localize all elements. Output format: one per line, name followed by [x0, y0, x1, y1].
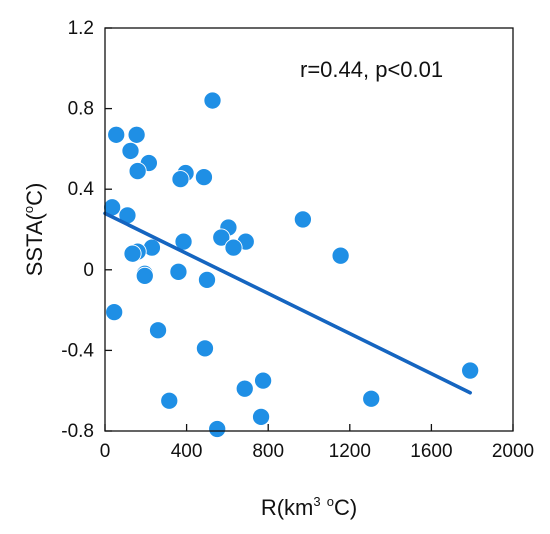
y-tick-label: -0.4 — [61, 340, 94, 361]
stat-annotation: r=0.44, p<0.01 — [300, 57, 443, 82]
y-tick-label: 0.4 — [68, 179, 95, 200]
data-point — [105, 303, 124, 322]
data-point — [362, 389, 381, 408]
y-axis-title-part: SSTA( — [22, 212, 47, 276]
data-point — [135, 266, 154, 285]
y-tick-label: 0.8 — [68, 99, 94, 120]
data-point — [148, 321, 168, 340]
data-point — [121, 141, 140, 160]
x-axis-title-part: R(km — [261, 495, 314, 520]
data-point — [197, 270, 217, 289]
data-point — [212, 228, 231, 247]
data-point — [107, 125, 126, 144]
data-point — [235, 379, 254, 398]
trend-line — [103, 211, 472, 395]
trend-layer — [103, 211, 472, 395]
x-tick-label: 0 — [100, 441, 111, 462]
data-point — [128, 162, 147, 181]
data-point — [195, 339, 215, 358]
data-point — [331, 246, 350, 265]
data-point — [169, 262, 188, 281]
x-axis-title-sup: o — [327, 494, 334, 509]
x-tick-label: 400 — [171, 441, 203, 462]
data-point — [293, 210, 312, 229]
x-axis-title-part: C) — [334, 495, 357, 520]
y-axis-title: SSTA(oC) — [21, 183, 47, 277]
y-axis-title-sup: o — [21, 206, 36, 213]
data-point — [203, 91, 222, 110]
x-tick-label: 1600 — [410, 441, 452, 462]
x-tick-label: 800 — [252, 441, 284, 462]
data-point — [208, 419, 227, 439]
y-tick-label: -0.8 — [61, 421, 94, 442]
data-point — [123, 244, 142, 263]
y-axis-title-part: C) — [22, 183, 47, 206]
data-point — [254, 371, 273, 390]
points-layer — [103, 91, 480, 439]
data-point — [194, 168, 213, 187]
data-point — [252, 407, 271, 426]
x-axis-title-sup: 3 — [313, 494, 320, 509]
data-point — [171, 170, 190, 189]
y-tick-label: 0 — [83, 260, 94, 281]
ticks-layer: 0 400 800 1200 1600 2000 -0.8 -0.4 0 0.4 0.8 1.2 — [61, 18, 534, 462]
y-tick-label: 1.2 — [68, 18, 94, 39]
data-point — [224, 238, 243, 257]
plot-frame — [104, 27, 514, 432]
x-tick-label: 2000 — [492, 441, 534, 462]
x-tick-label: 1200 — [329, 441, 371, 462]
data-point — [461, 361, 480, 380]
x-axis-title: R(km3 oC) — [261, 494, 357, 520]
data-point — [160, 391, 179, 410]
data-point — [127, 125, 146, 144]
